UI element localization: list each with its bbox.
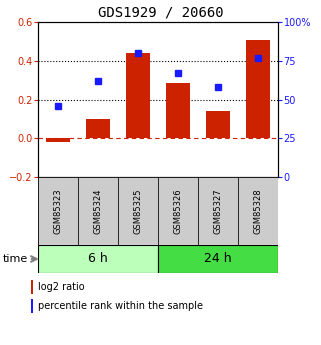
Text: percentile rank within the sample: percentile rank within the sample [38,301,203,311]
Bar [30,299,33,313]
Text: GSM85327: GSM85327 [213,188,222,234]
Bar [38,245,158,273]
Bar [126,53,150,138]
Bar [118,177,158,245]
Bar [86,119,110,138]
Text: GDS1929 / 20660: GDS1929 / 20660 [98,5,223,19]
Bar [158,245,278,273]
Bar [166,83,190,138]
Text: 6 h: 6 h [88,253,108,266]
Bar [30,280,33,294]
Bar [246,40,270,138]
Text: GSM85325: GSM85325 [134,188,143,234]
Text: GSM85328: GSM85328 [254,188,263,234]
Bar [38,177,78,245]
Text: time: time [3,254,29,264]
Text: GSM85326: GSM85326 [173,188,183,234]
Text: GSM85324: GSM85324 [93,188,102,234]
Bar [238,177,278,245]
Text: 24 h: 24 h [204,253,232,266]
Bar [206,111,230,138]
Bar [198,177,238,245]
Text: GSM85323: GSM85323 [54,188,63,234]
Text: log2 ratio: log2 ratio [38,282,85,292]
Bar [158,177,198,245]
Bar [46,138,70,142]
Bar [78,177,118,245]
